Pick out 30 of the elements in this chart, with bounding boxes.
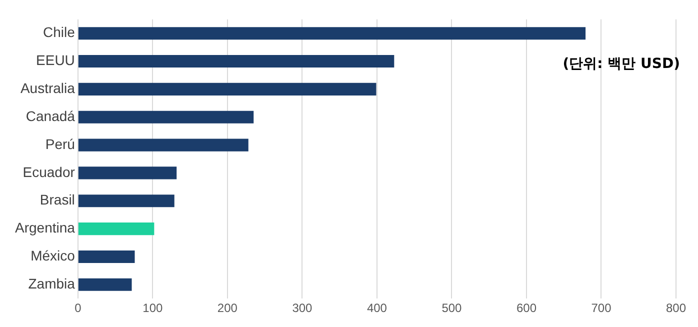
bar — [78, 222, 154, 236]
bar — [78, 110, 254, 124]
annotation: (단위: 백만 USD) — [562, 56, 680, 72]
x-tick-label: 0 — [74, 301, 82, 316]
bar — [78, 166, 177, 180]
bar — [78, 250, 135, 263]
x-tick-label: 800 — [666, 301, 686, 316]
y-tick-label: Chile — [43, 24, 76, 40]
y-tick-label: Ecuador — [22, 164, 76, 180]
y-tick-label: Zambia — [28, 276, 76, 292]
x-tick-label: 700 — [591, 301, 612, 316]
x-tick-label: 600 — [516, 301, 537, 316]
bar — [78, 194, 174, 208]
y-tick-label: EEUU — [36, 52, 75, 68]
y-tick-label: Canadá — [26, 108, 76, 124]
x-tick-label: 400 — [366, 301, 388, 316]
y-tick-label: Australia — [20, 80, 76, 96]
bar — [78, 27, 586, 40]
x-tick-label: 500 — [442, 301, 462, 316]
bar — [78, 278, 132, 291]
x-tick-label: 100 — [142, 301, 164, 316]
y-tick-label: Argentina — [14, 220, 76, 236]
y-tick-label: Brasil — [40, 192, 75, 208]
y-tick-label: Perú — [45, 136, 75, 152]
bar — [78, 82, 376, 96]
y-tick-label: México — [30, 248, 76, 264]
bar — [78, 138, 248, 152]
x-tick-label: 200 — [217, 301, 238, 316]
x-tick-label: 300 — [292, 301, 313, 316]
bar — [78, 55, 394, 68]
